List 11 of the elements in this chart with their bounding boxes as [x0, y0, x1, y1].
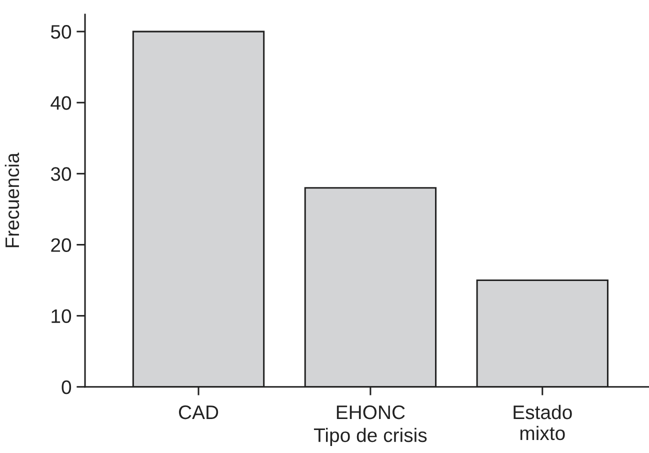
- y-tick-label: 10: [52, 309, 72, 324]
- y-tick-label: 0: [62, 380, 72, 394]
- x-tick-label: Estado mixto: [514, 404, 572, 440]
- y-axis-title: Frecuencia: [4, 152, 20, 248]
- x-tick-label: CAD: [178, 405, 218, 420]
- x-tick-label: EHONC: [336, 405, 405, 420]
- x-axis-title: Tipo de crisis: [314, 428, 427, 446]
- y-tick-label: 40: [50, 96, 72, 110]
- y-tick-label: 20: [51, 238, 72, 252]
- y-tick-label: 50: [50, 25, 72, 39]
- y-tick-label: 30: [50, 167, 72, 181]
